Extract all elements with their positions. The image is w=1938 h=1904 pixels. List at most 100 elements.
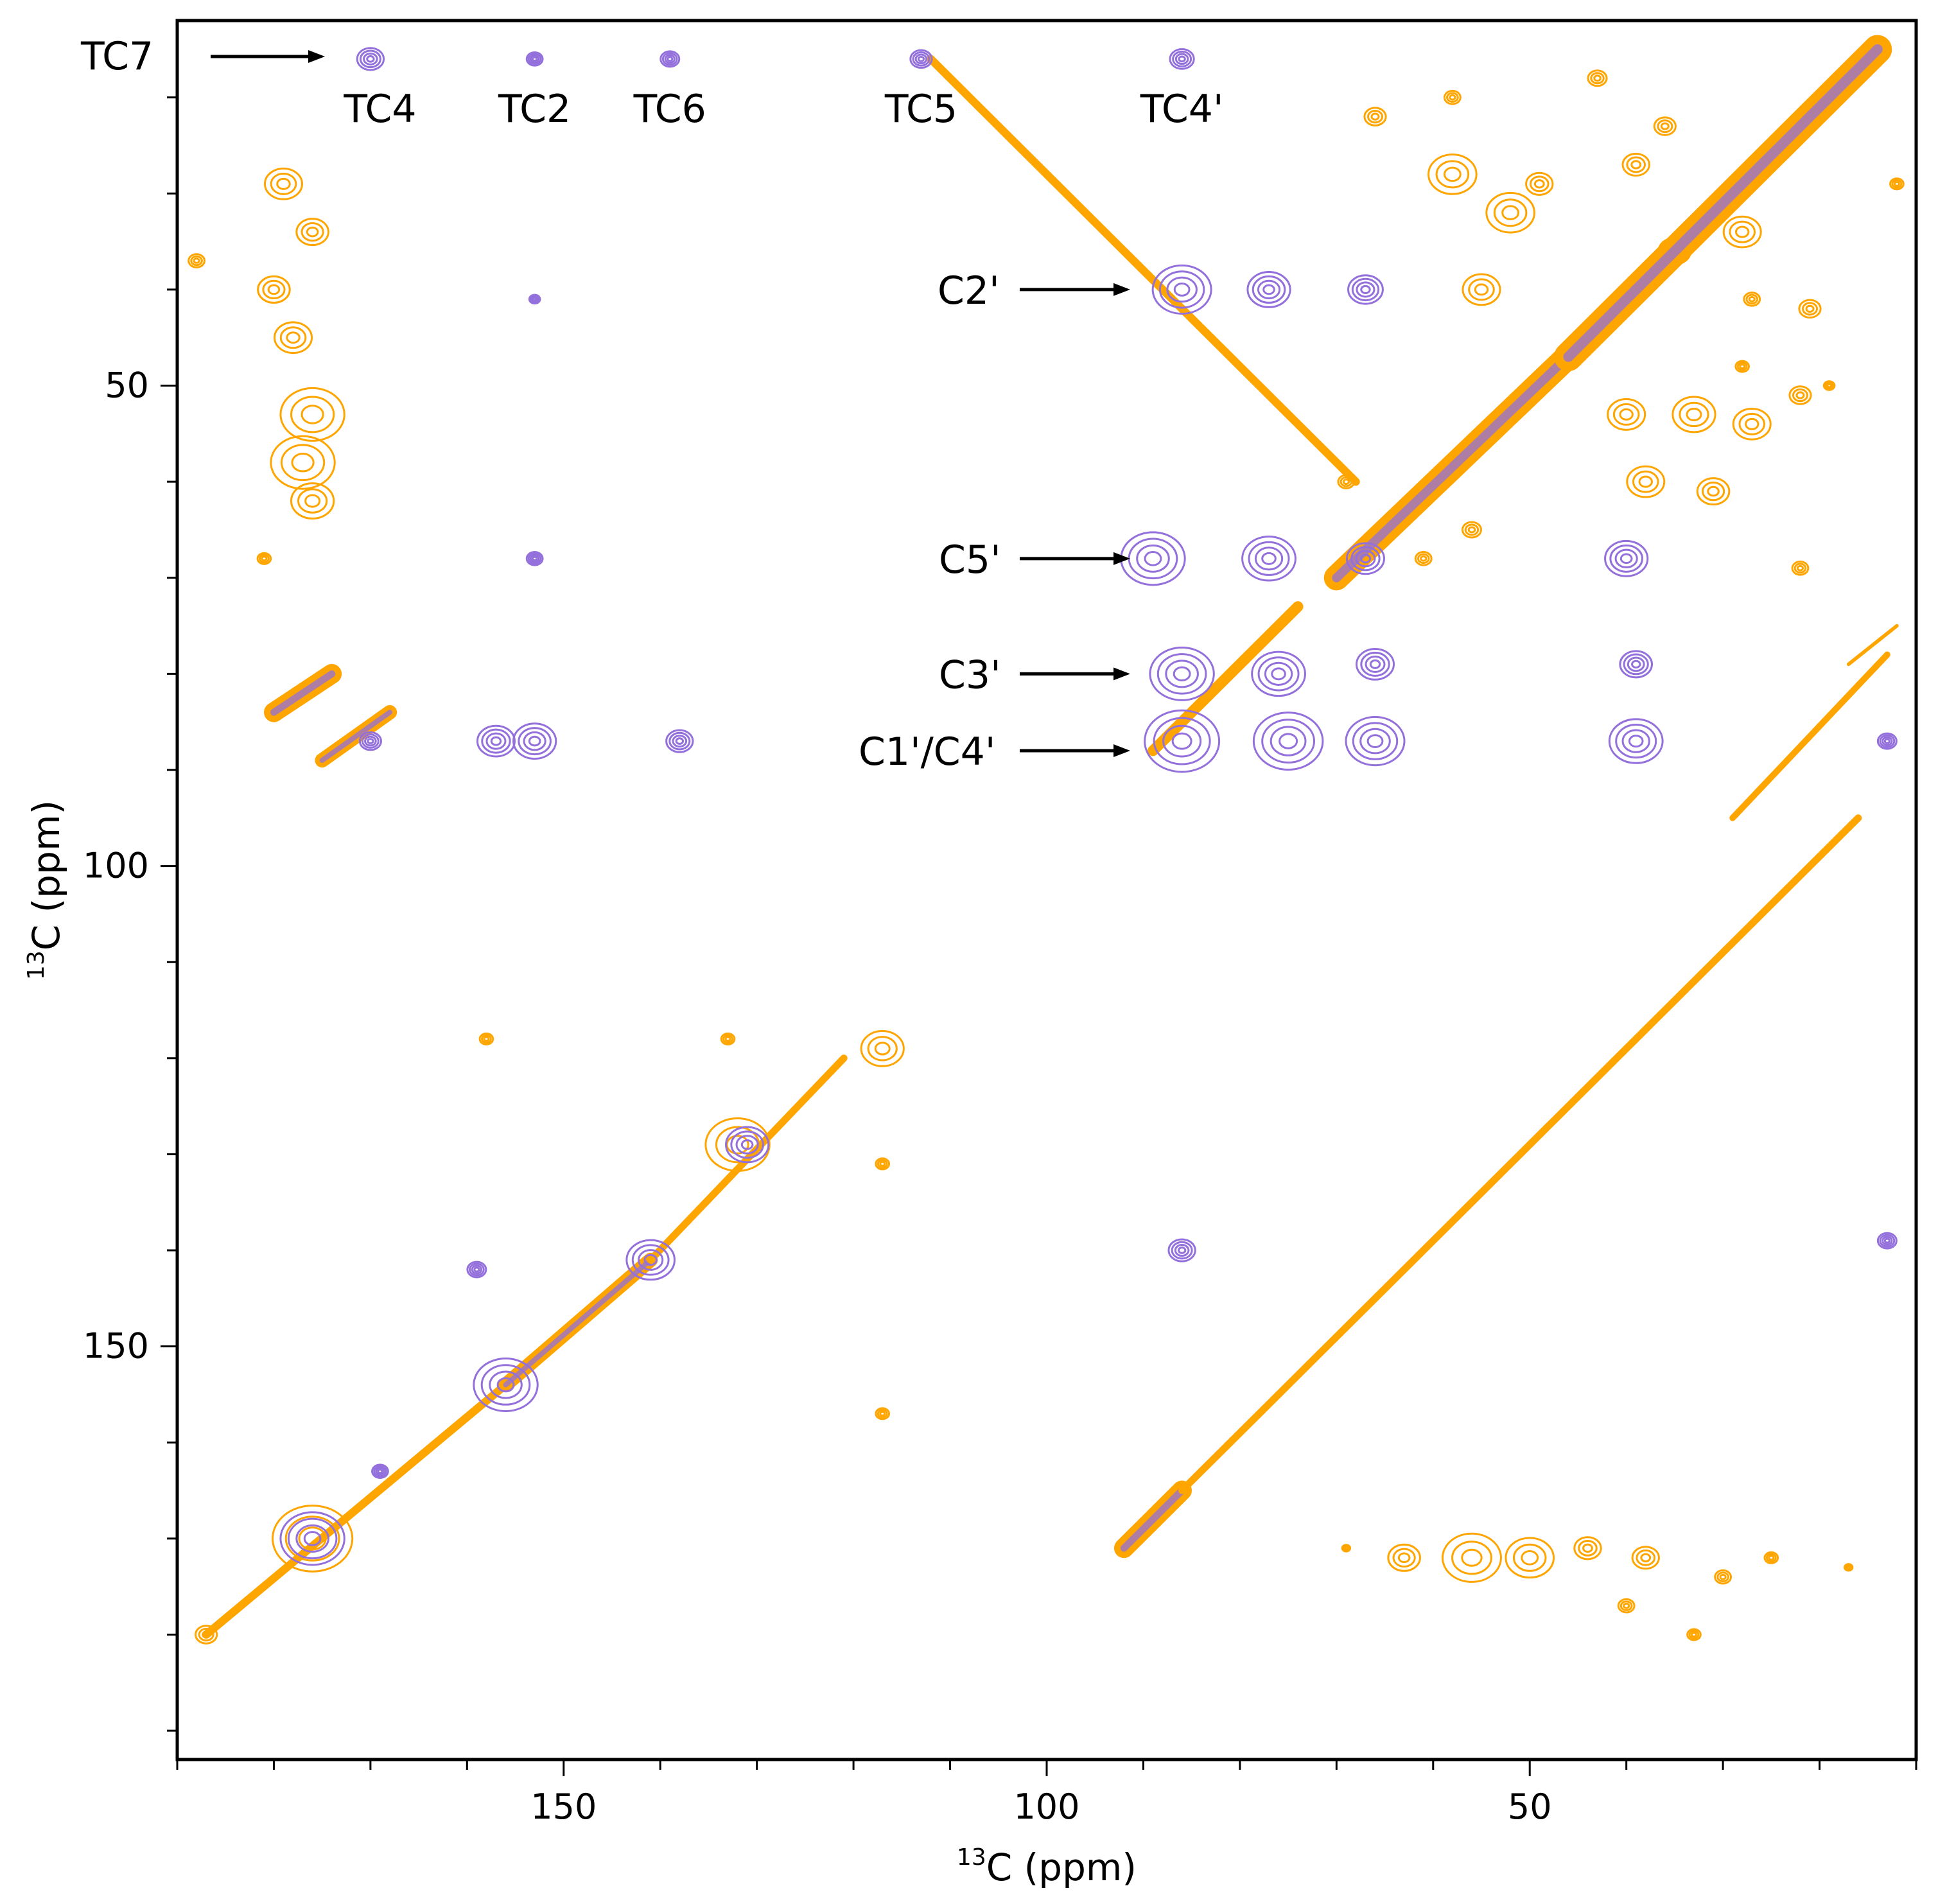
purple-contour — [659, 50, 681, 68]
orange-contour — [1632, 470, 1659, 493]
purple-contour — [481, 728, 511, 754]
orange-contour — [726, 1135, 749, 1155]
purple-contour — [1352, 722, 1399, 760]
orange-contour — [1461, 1548, 1483, 1567]
orange-contour — [867, 1036, 898, 1061]
purple-contour — [1166, 276, 1198, 303]
purple-contour — [356, 47, 385, 71]
orange-contour — [270, 172, 297, 195]
purple-contour — [1350, 546, 1381, 572]
orange-contour — [1621, 152, 1650, 177]
orange-contour — [1443, 166, 1462, 182]
y-tick-label: 50 — [105, 365, 149, 406]
purple-contour — [303, 1531, 322, 1546]
orange-contour — [1462, 273, 1501, 306]
orange-contour — [1474, 283, 1489, 296]
purple-contour — [1153, 717, 1211, 765]
orange-contour — [1582, 1543, 1593, 1553]
purple-contour — [1144, 551, 1162, 566]
orange-contour — [279, 387, 345, 442]
purple-contour — [909, 49, 933, 69]
purple-contour — [1608, 718, 1664, 764]
purple-contour — [1257, 279, 1281, 300]
orange-contour — [1846, 1565, 1851, 1569]
purple-contour — [1248, 541, 1290, 576]
purple-contour — [490, 736, 502, 746]
purple-contour — [1619, 650, 1654, 679]
purple-contour — [489, 1370, 523, 1399]
purple-contour — [528, 293, 541, 305]
purple-contour — [1264, 661, 1293, 686]
orange-contour — [1619, 1600, 1633, 1611]
orange-contour — [860, 1029, 905, 1067]
orange-contour — [724, 1036, 731, 1042]
orange-contour — [1788, 385, 1812, 405]
orange-contour — [280, 444, 326, 482]
orange-contour — [1688, 1630, 1700, 1639]
orange-contour — [257, 275, 291, 304]
purple-contour — [1621, 729, 1650, 753]
purple-contour — [363, 52, 378, 66]
orange-contour — [1578, 1539, 1598, 1557]
orange-contour — [1387, 1543, 1421, 1572]
purple-contour — [661, 52, 678, 66]
orange-contour — [1529, 175, 1550, 193]
orange-contour — [879, 1410, 886, 1417]
purple-contour — [279, 1511, 345, 1566]
orange-contour — [1716, 1571, 1729, 1583]
purple-contour — [485, 732, 507, 750]
purple-contour — [625, 1239, 676, 1281]
orange-contour — [195, 1625, 218, 1645]
purple-contour — [532, 56, 538, 62]
purple-contour — [525, 551, 544, 566]
orange-contour — [261, 555, 268, 562]
orange-contour — [874, 1042, 891, 1056]
orange-contour — [306, 226, 319, 238]
purple-contour — [631, 1244, 670, 1276]
orange-contour — [290, 482, 335, 520]
row-label-c2-prime: C2' — [938, 268, 1000, 313]
orange-contour — [1638, 475, 1653, 488]
orange-contour — [297, 488, 328, 514]
orange-contour — [190, 255, 203, 266]
orange-contour — [262, 279, 286, 300]
orange-contour — [1468, 278, 1495, 301]
orange-contour — [1630, 160, 1642, 170]
orange-contour — [259, 554, 270, 564]
purple-contour — [1883, 1237, 1890, 1244]
purple-contour — [1365, 655, 1386, 673]
purple-contour — [527, 53, 542, 66]
arrow-head — [308, 50, 325, 63]
purple-contour — [1879, 734, 1896, 748]
purple-contour — [1261, 552, 1277, 565]
orange-contour — [1738, 412, 1766, 435]
orange-contour — [1739, 363, 1746, 370]
x-axis-title: 13C (ppm) — [957, 1844, 1137, 1889]
purple-contour — [531, 295, 539, 302]
orange-contour — [1748, 295, 1756, 302]
purple-contour — [473, 1266, 480, 1273]
orange-contour — [1363, 107, 1387, 127]
purple-contour — [1345, 715, 1406, 767]
orange-diagonal-ridge — [1178, 1390, 1282, 1494]
row-label-tc7: TC7 — [80, 34, 153, 79]
diagonal-ridges — [202, 35, 1899, 1639]
purple-contour — [1270, 726, 1307, 756]
orange-contour — [1464, 523, 1480, 536]
purple-contour — [1162, 724, 1202, 758]
purple-contour — [1177, 1246, 1187, 1254]
orange-contour — [1417, 553, 1430, 564]
row-label-c5-prime: C5' — [939, 537, 1001, 582]
purple-contour — [1279, 733, 1298, 749]
orange-contour — [1414, 551, 1433, 566]
purple-diagonal-ridge — [1563, 44, 1883, 362]
orange-contour — [1420, 555, 1427, 562]
orange-contour — [1636, 1549, 1656, 1566]
purple-contour — [295, 1524, 329, 1553]
orange-contour — [1794, 563, 1807, 574]
purple-contour — [1615, 723, 1657, 759]
orange-contour — [1660, 122, 1670, 130]
orange-contour — [1533, 179, 1545, 189]
purple-contour — [1120, 531, 1186, 586]
purple-spectrum-contours — [279, 47, 1898, 1566]
